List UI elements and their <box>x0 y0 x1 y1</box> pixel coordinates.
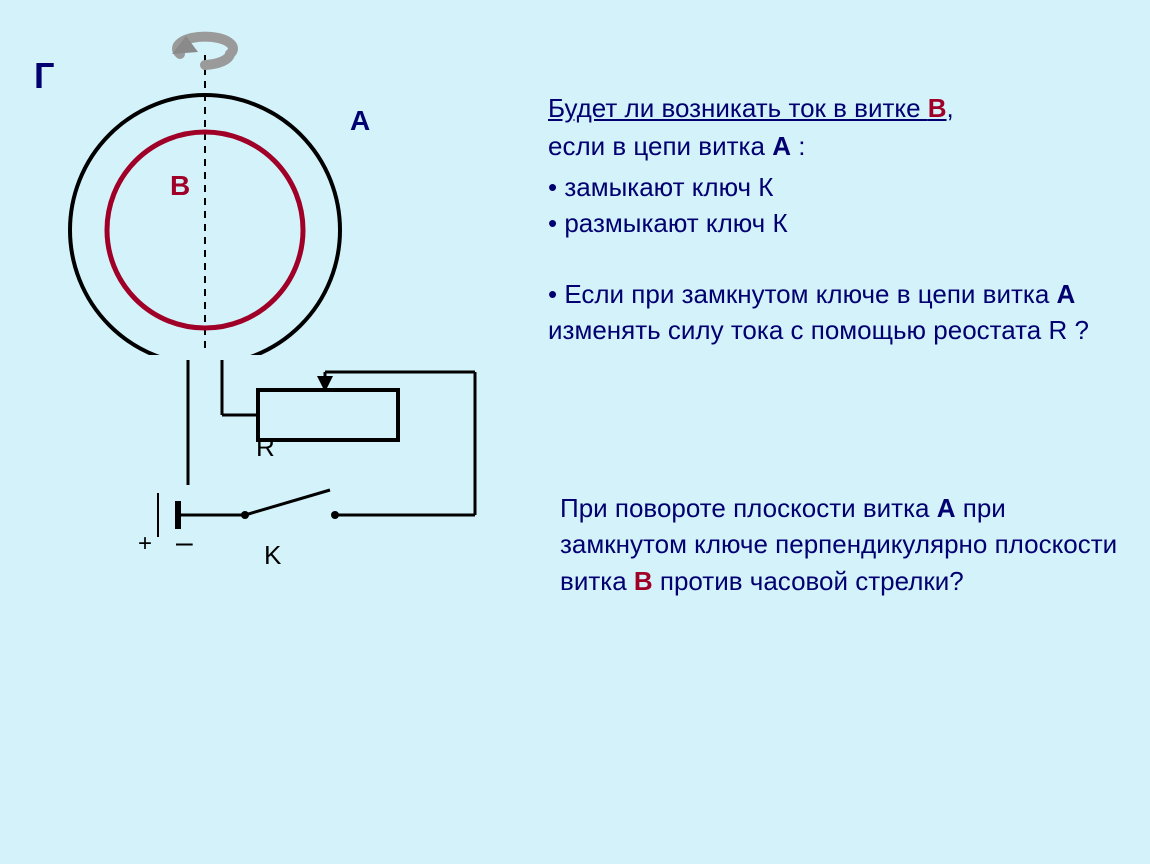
label-minus: – <box>176 526 193 560</box>
q1-title-prefix: Будет ли возникать ток в витке <box>548 93 928 123</box>
cleanup-bottom <box>115 485 465 555</box>
q1-p2-suffix: изменять силу тока с помощью реостата R … <box>548 315 1089 345</box>
circuit-diagram <box>30 20 510 580</box>
label-b: В <box>170 170 190 202</box>
q1-condition: если в цепи витка А : <box>548 128 1113 164</box>
q1-para2: • Если при замкнутом ключе в цепи витка … <box>548 276 1113 349</box>
label-r: R <box>256 432 275 463</box>
label-k: K <box>264 540 281 571</box>
q1-cond-a: А <box>772 131 791 161</box>
q1-title-suffix: , <box>947 93 954 123</box>
q2-l1-a: А <box>937 493 956 523</box>
q1-cond-suffix: : <box>791 131 805 161</box>
label-plus: + <box>138 530 152 558</box>
q1-bullet-1: • замыкают ключ К <box>548 169 1113 205</box>
q1-bullets: • замыкают ключ К • размыкают ключ К <box>548 169 1113 242</box>
q1-p2-prefix: • Если при замкнутом ключе в цепи витка <box>548 279 1057 309</box>
rotation-arrow-icon <box>172 36 233 65</box>
q1-cond-prefix: если в цепи витка <box>548 131 772 161</box>
q1-p2-a: А <box>1057 279 1076 309</box>
question-block-2: При повороте плоскости витка А при замкн… <box>560 490 1120 599</box>
question-block-1: Будет ли возникать ток в витке В, если в… <box>548 90 1113 348</box>
q1-bullet-2: • размыкают ключ К <box>548 205 1113 241</box>
label-g: Г <box>34 55 54 97</box>
label-a: А <box>350 105 370 137</box>
q2-l3-b: В <box>634 566 653 596</box>
q1-title: Будет ли возникать ток в витке В <box>548 93 947 123</box>
q2-l3-suffix: против часовой стрелки? <box>653 566 964 596</box>
q1-title-b: В <box>928 93 947 123</box>
q2-l1-prefix: При повороте плоскости витка <box>560 493 937 523</box>
slide-root: Г А В R K + – Будет ли возникать ток в в… <box>0 0 1150 864</box>
